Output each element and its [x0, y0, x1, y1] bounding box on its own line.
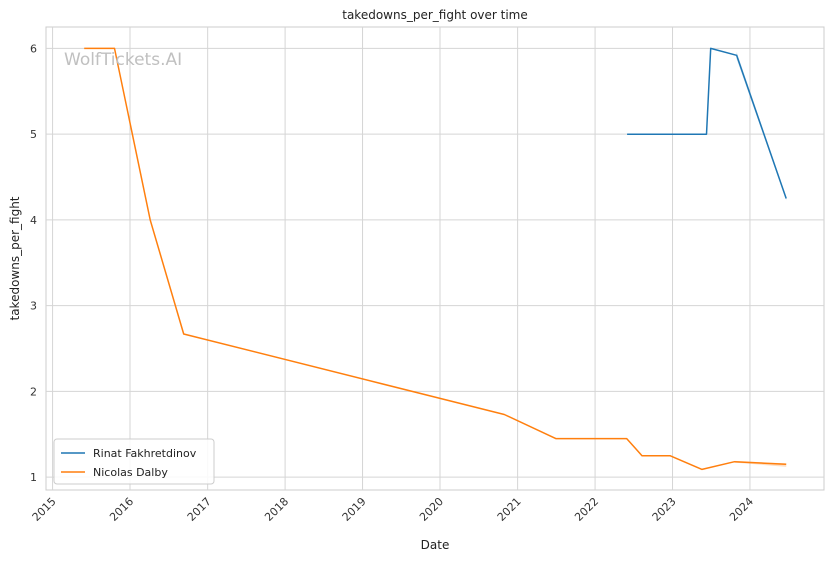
- legend: Rinat Fakhretdinov Nicolas Dalby: [53, 438, 215, 485]
- series-line-rinat-fakhretdinov: [627, 47, 787, 199]
- x-tick-label: 2020: [417, 495, 446, 524]
- x-tick-label: 2015: [30, 495, 59, 524]
- y-tick-label: 6: [30, 42, 37, 55]
- y-axis-ticks: 1 2 3 4 5 6: [30, 42, 37, 484]
- chart-title: takedowns_per_fight over time: [342, 8, 528, 22]
- x-tick-label: 2022: [572, 495, 601, 524]
- legend-label: Rinat Fakhretdinov: [93, 447, 197, 460]
- legend-box: [53, 438, 215, 485]
- y-tick-label: 5: [30, 128, 37, 141]
- x-axis-title: Date: [421, 538, 450, 552]
- series-line-nicolas-dalby: [84, 47, 787, 471]
- y-tick-label: 1: [30, 471, 37, 484]
- x-tick-label: 2018: [262, 495, 291, 524]
- y-tick-label: 2: [30, 385, 37, 398]
- x-axis-ticks: 2015 2016 2017 2018 2019 2020 2021 2022 2023 2024: [30, 495, 756, 524]
- x-tick-label: 2017: [185, 495, 214, 524]
- legend-label: Nicolas Dalby: [93, 466, 168, 479]
- plot-area: [45, 26, 825, 491]
- x-tick-label: 2021: [495, 495, 524, 524]
- x-tick-label: 2016: [107, 495, 136, 524]
- y-tick-label: 3: [30, 300, 37, 313]
- watermark-text: WolfTickets.AI: [64, 50, 182, 70]
- y-axis-title: takedowns_per_fight: [8, 196, 22, 320]
- y-tick-label: 4: [30, 214, 37, 227]
- x-tick-label: 2019: [340, 495, 369, 524]
- series-lines: [84, 47, 787, 471]
- x-tick-label: 2024: [727, 495, 756, 524]
- x-tick-label: 2023: [650, 495, 679, 524]
